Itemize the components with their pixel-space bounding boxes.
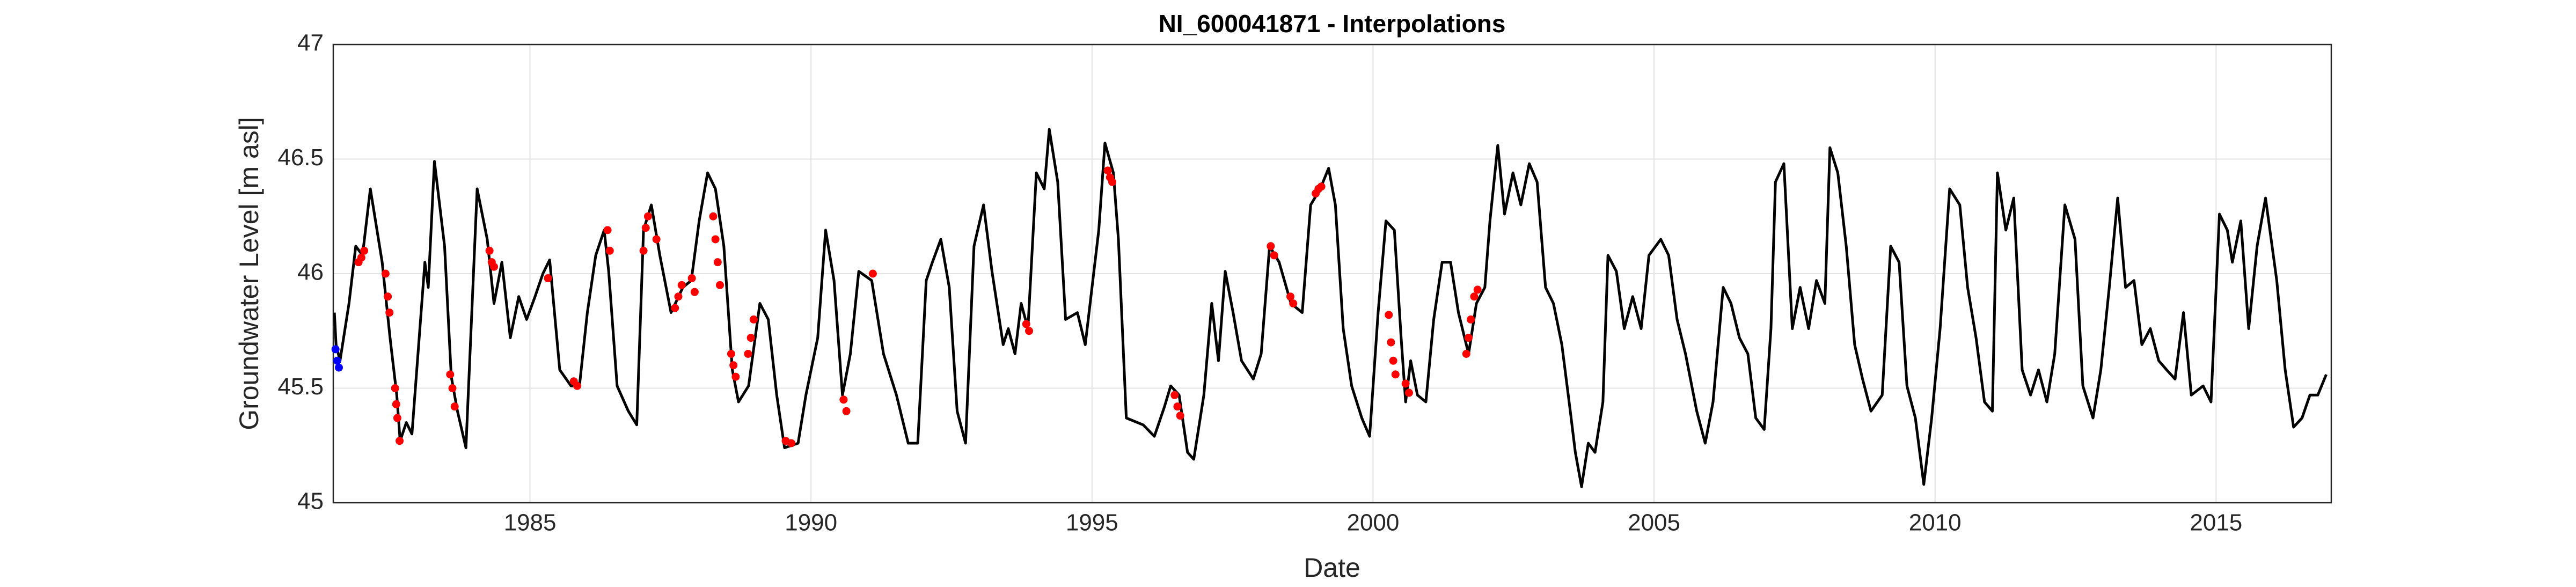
data-point xyxy=(1404,388,1413,397)
data-point xyxy=(396,437,404,445)
data-point xyxy=(605,246,614,255)
data-point xyxy=(1022,320,1030,328)
data-point xyxy=(490,262,499,271)
data-point xyxy=(1025,327,1034,335)
data-point xyxy=(1385,311,1393,319)
data-point xyxy=(641,224,650,232)
data-point xyxy=(1270,251,1278,260)
data-point xyxy=(391,384,399,392)
y-tick-label: 46.5 xyxy=(277,144,324,171)
data-point xyxy=(674,292,683,301)
data-point xyxy=(1473,285,1482,294)
plot-frame xyxy=(332,43,2332,504)
x-tick-label: 1985 xyxy=(504,510,557,536)
data-point xyxy=(839,395,848,404)
data-point xyxy=(1108,178,1116,186)
data-point xyxy=(446,370,455,379)
data-point xyxy=(1103,166,1112,175)
data-point xyxy=(603,226,612,234)
chart-title: NI_600041871 - Interpolations xyxy=(1159,10,1506,38)
data-point xyxy=(1401,379,1410,388)
data-point xyxy=(1464,334,1473,342)
x-tick-label: 2005 xyxy=(1628,510,1680,536)
data-point xyxy=(331,345,340,354)
data-point xyxy=(1289,299,1298,308)
x-tick-label: 1990 xyxy=(785,510,837,536)
data-point xyxy=(393,414,401,422)
data-point xyxy=(1467,315,1475,324)
data-point xyxy=(709,212,718,221)
data-point xyxy=(1317,182,1326,191)
data-point xyxy=(360,246,369,255)
data-line xyxy=(333,128,2328,488)
data-point xyxy=(384,292,392,301)
data-point xyxy=(868,269,877,278)
data-point xyxy=(711,235,720,244)
data-point xyxy=(687,274,696,283)
data-point xyxy=(1173,402,1182,411)
data-point xyxy=(727,349,735,358)
data-point xyxy=(1470,292,1479,301)
y-tick-label: 45 xyxy=(297,488,324,515)
y-axis-label: Groundwater Level [m asl] xyxy=(234,117,264,430)
data-point xyxy=(1462,349,1470,358)
data-point xyxy=(448,384,457,392)
data-point xyxy=(713,258,722,267)
data-point xyxy=(450,402,459,411)
x-tick-label: 2000 xyxy=(1346,510,1399,536)
data-point xyxy=(643,212,652,221)
data-point xyxy=(392,400,400,408)
y-tick-label: 46 xyxy=(297,259,324,285)
data-point xyxy=(1389,356,1397,365)
data-point xyxy=(1267,242,1275,251)
y-tick-label: 45.5 xyxy=(277,373,324,400)
x-tick-label: 2010 xyxy=(1909,510,1962,536)
data-point xyxy=(749,315,758,324)
data-point xyxy=(690,288,699,296)
data-point xyxy=(1176,412,1184,420)
data-point xyxy=(639,246,648,255)
y-tick-label: 47 xyxy=(297,30,324,56)
data-point xyxy=(787,439,796,447)
data-point xyxy=(385,309,394,317)
data-point xyxy=(652,235,661,244)
data-point xyxy=(747,334,755,342)
data-point xyxy=(544,274,552,283)
data-point xyxy=(333,356,341,365)
data-point xyxy=(334,363,343,372)
data-point xyxy=(1286,292,1294,301)
data-point xyxy=(842,407,851,415)
data-point xyxy=(731,372,740,381)
data-point xyxy=(1170,391,1179,399)
data-point xyxy=(716,281,724,289)
data-point xyxy=(485,246,494,255)
data-point xyxy=(744,349,752,358)
data-point xyxy=(573,381,582,390)
data-point xyxy=(357,253,365,262)
data-point xyxy=(381,269,390,278)
data-point xyxy=(671,304,679,312)
data-point xyxy=(1387,338,1395,347)
data-point xyxy=(729,361,738,370)
data-point xyxy=(1391,370,1400,379)
x-tick-label: 2015 xyxy=(2190,510,2242,536)
data-point xyxy=(677,281,686,289)
x-axis-label: Date xyxy=(1304,553,1360,583)
x-tick-label: 1995 xyxy=(1066,510,1118,536)
